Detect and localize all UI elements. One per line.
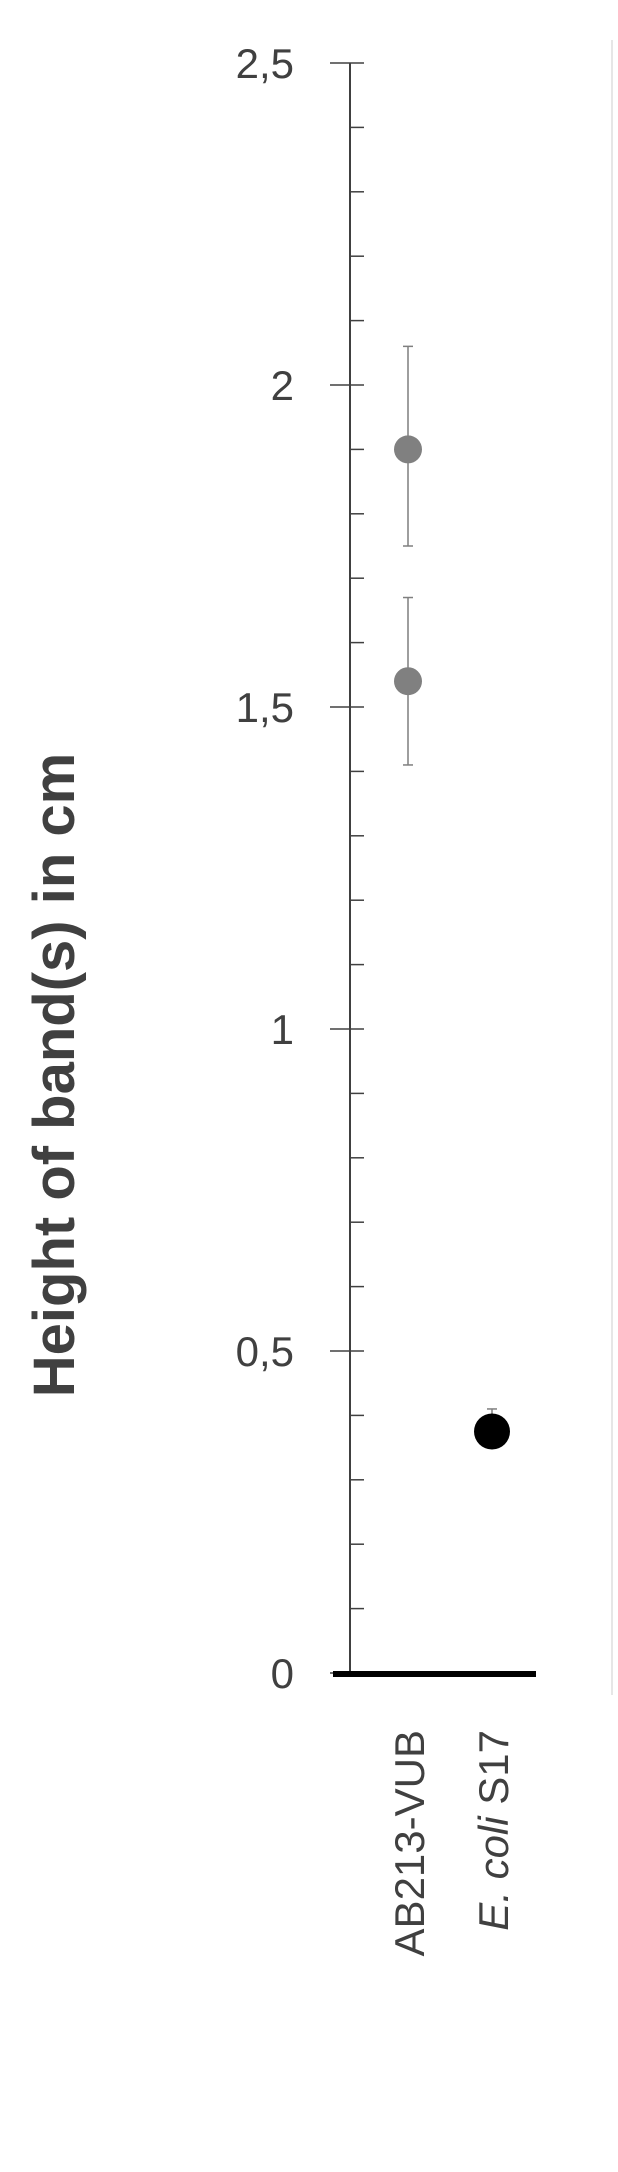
y-axis-title: Height of band(s) in cm (22, 753, 87, 1397)
x-category-label-plain: S17 (470, 1730, 517, 1816)
y-tick-label: 1,5 (236, 684, 294, 731)
x-category-label: AB213-VUB (386, 1730, 433, 1956)
x-category-label: E. coli S17 (470, 1730, 517, 1931)
category-labels: AB213-VUB E. coli S17 (386, 1730, 517, 1956)
y-tick-label: 2 (271, 362, 294, 409)
y-tick-label: 0,5 (236, 1328, 294, 1375)
y-tick-label: 1 (271, 1006, 294, 1053)
y-tick-label: 0 (271, 1650, 294, 1697)
data-point (394, 667, 422, 696)
data-point (474, 1413, 510, 1450)
y-tick-label: 2,5 (236, 40, 294, 87)
data-point (394, 435, 422, 464)
x-category-label-italic: E. coli (470, 1815, 517, 1931)
data-points (394, 435, 510, 1450)
